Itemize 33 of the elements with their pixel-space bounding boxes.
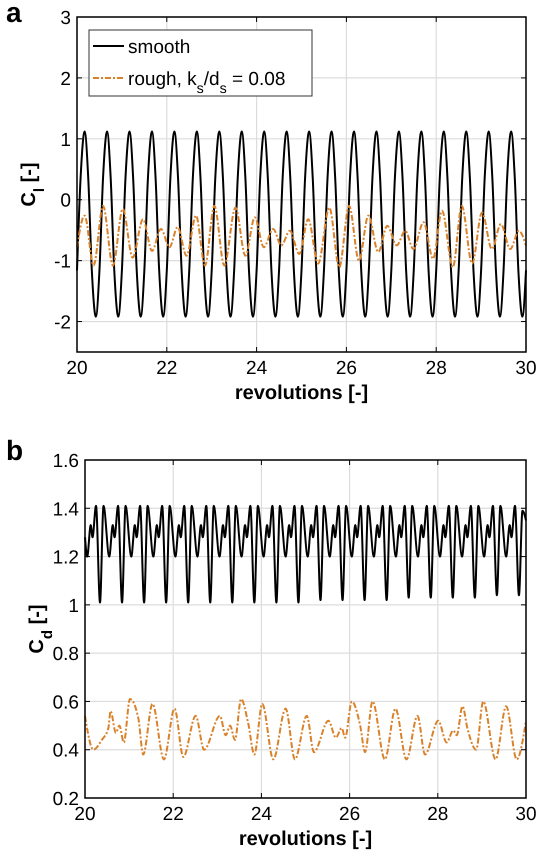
y-tick-label: 0.8 (52, 644, 79, 666)
y-tick-label: 0 (60, 190, 71, 212)
x-tick-label: 20 (74, 804, 96, 825)
line-series (76, 204, 527, 268)
y-tick-label: -1 (54, 252, 71, 273)
x-tick-label: 30 (515, 358, 537, 379)
x-tick-label: 24 (246, 358, 268, 379)
legend-label: rough, k$_{s}$/d$_{s}$ = 0.08 (128, 69, 286, 97)
y-tick-label: 1 (68, 596, 79, 617)
y-tick-label: 1 (60, 130, 71, 151)
y-tick-label: 1.6 (52, 451, 79, 472)
y-tick-label: -2 (54, 312, 71, 334)
x-axis-title: revolutions [-] (234, 382, 368, 404)
y-tick-label: 0.4 (52, 740, 80, 762)
y-tick-label: 2 (60, 68, 71, 90)
y-tick-label: 1.4 (52, 499, 80, 520)
legend-label: smooth (128, 37, 190, 58)
x-tick-label: 24 (250, 804, 272, 825)
x-tick-label: 30 (515, 804, 537, 825)
x-tick-label: 22 (162, 804, 184, 825)
y-tick-label: 1.2 (52, 548, 79, 569)
y-tick-label: 0.6 (52, 692, 79, 714)
x-tick-label: 20 (66, 358, 88, 379)
y-tick-label: 3 (60, 8, 71, 29)
text: b (6, 435, 24, 466)
x-tick-label: 28 (426, 358, 447, 379)
x-tick-label: 28 (427, 804, 448, 825)
x-tick-label: 22 (156, 358, 178, 379)
x-tick-label: 26 (336, 358, 357, 379)
x-tick-label: 26 (339, 804, 360, 825)
text: a (6, 0, 22, 28)
x-axis-title: revolutions [-] (238, 828, 372, 850)
line-series (84, 698, 527, 760)
